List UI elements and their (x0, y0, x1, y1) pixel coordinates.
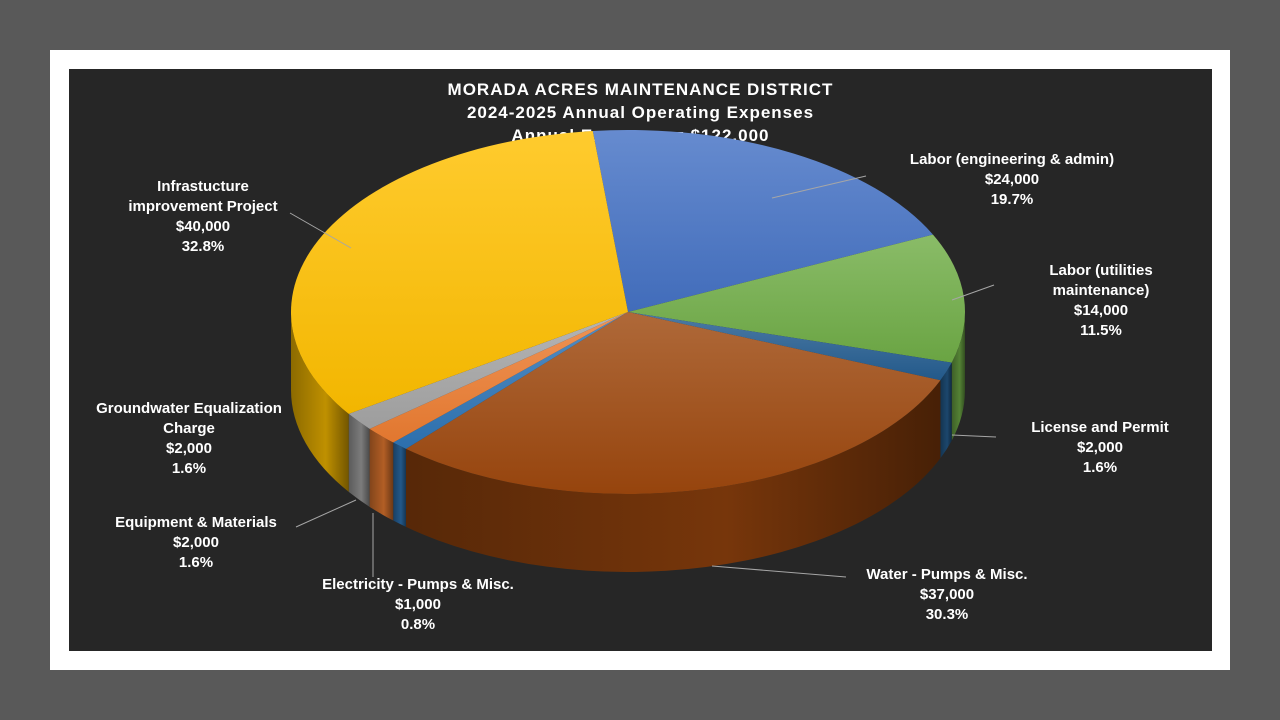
pie-side-electricity (393, 442, 406, 527)
pie-side-water (405, 380, 941, 572)
chart-title-block: MORADA ACRES MAINTENANCE DISTRICT 2024-2… (69, 78, 1212, 147)
label-license: License and Permit $2,000 1.6% (1031, 419, 1169, 476)
pie-side-infrastructure (291, 312, 349, 492)
leader-line-infrastructure (289, 212, 352, 249)
pie-slice-groundwater (348, 312, 628, 429)
pie-slice-equipment (369, 312, 628, 443)
leader-line-labor-util (951, 284, 995, 301)
pie-slice-labor-eng (592, 130, 933, 312)
leader-line-license (951, 434, 997, 438)
pie-side-labor-util (951, 312, 965, 441)
pie-slice-electricity (393, 312, 628, 449)
label-electricity: Electricity - Pumps & Misc. $1,000 0.8% (322, 576, 514, 633)
label-infrastructure: Infrastucture improvement Project $40,00… (128, 178, 278, 255)
label-labor-eng: Labor (engineering & admin) $24,000 19.7… (909, 151, 1115, 208)
leader-line-equipment (295, 499, 357, 528)
pie-slice-infrastructure (290, 130, 628, 414)
label-water: Water - Pumps & Misc. $37,000 30.3% (866, 566, 1028, 623)
pie-side-groundwater (348, 413, 370, 507)
pie-slice-water (405, 312, 941, 495)
label-equipment: Equipment & Materials $2,000 1.6% (115, 514, 277, 571)
pie-slice-license (628, 312, 952, 381)
chart-title: MORADA ACRES MAINTENANCE DISTRICT (447, 80, 834, 99)
pie-side-license (940, 362, 952, 459)
chart-subtitle: 2024-2025 Annual Operating Expenses (466, 103, 815, 122)
leader-line-labor-eng (771, 175, 867, 199)
label-labor-util: Labor (utilities maintenance) $14,000 11… (1049, 262, 1153, 339)
pie-side-equipment (369, 428, 394, 521)
leader-line-water (711, 565, 847, 578)
label-groundwater: Groundwater Equalization Charge $2,000 1… (96, 400, 282, 477)
pie-slice-labor-util (628, 234, 966, 363)
